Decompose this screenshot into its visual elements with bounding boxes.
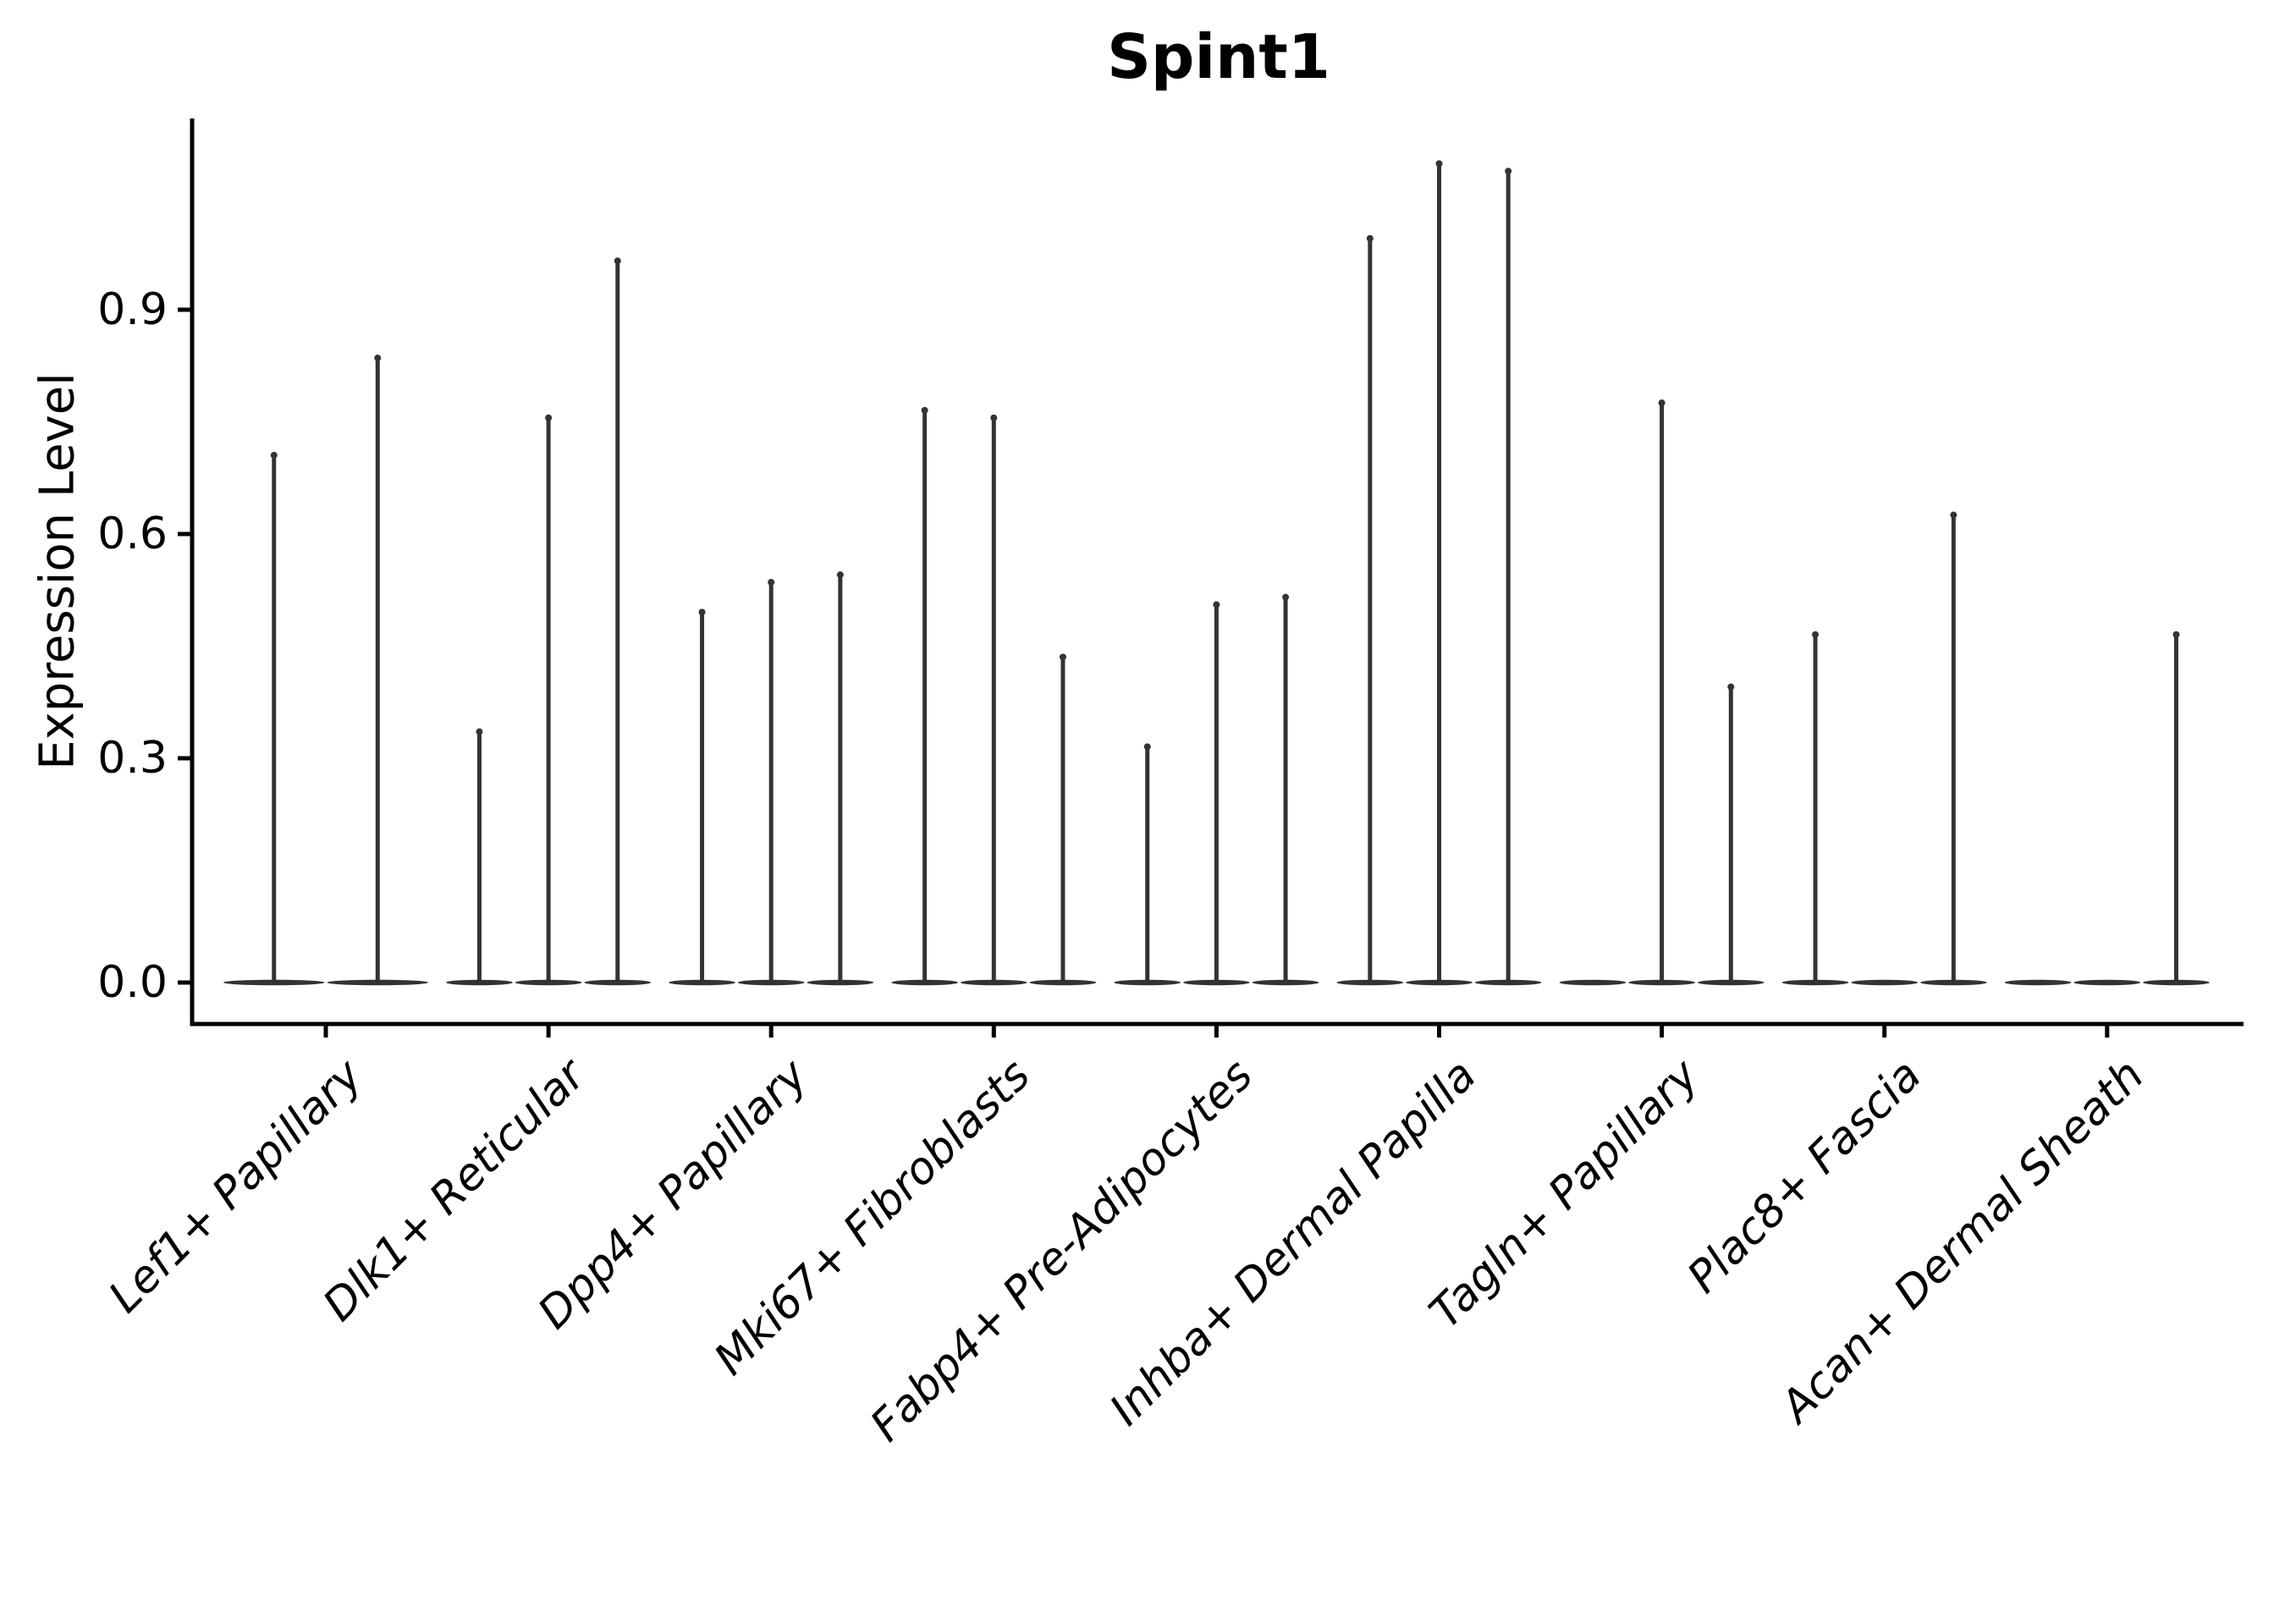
violin-tip [1213,601,1220,608]
violin-tip [1727,683,1735,691]
violin-tip [990,414,998,421]
violin-tip [1143,743,1151,751]
violin-tip [1658,399,1666,407]
plot-canvas [178,118,2244,1038]
y-tick-label: 0.0 [97,957,168,1008]
violin-tip [476,728,483,735]
y-tick-label: 0.3 [97,733,168,784]
violin-tip [1435,160,1443,168]
violin-tip [374,355,382,362]
plot-title: Spint1 [1107,21,1330,92]
violin-tip [545,414,553,421]
y-tick-label: 0.6 [97,509,168,560]
violin-tip [698,608,706,616]
violin-tip [921,406,928,414]
violin-tip [768,579,775,586]
violin-tip [1059,653,1066,661]
violin-tip [2172,630,2180,638]
violin-tip [836,571,844,579]
violin-tip [270,451,278,459]
violin-base [2073,979,2141,986]
violin-tip [1505,168,1512,175]
violin-base [1851,979,1919,986]
violin-tip [614,257,621,265]
violin-tip [1282,593,1290,601]
violin-tip [1950,511,1957,519]
violin-tip [1366,234,1374,242]
violin-tip [1812,630,1820,638]
violin-base [1559,979,1627,986]
y-tick-label: 0.9 [97,284,168,336]
violin-plot-figure: Spint1 Expression Level 0.0 0.3 0.6 0.9 Lef… [30,21,2244,1451]
violin-base [2004,979,2072,986]
